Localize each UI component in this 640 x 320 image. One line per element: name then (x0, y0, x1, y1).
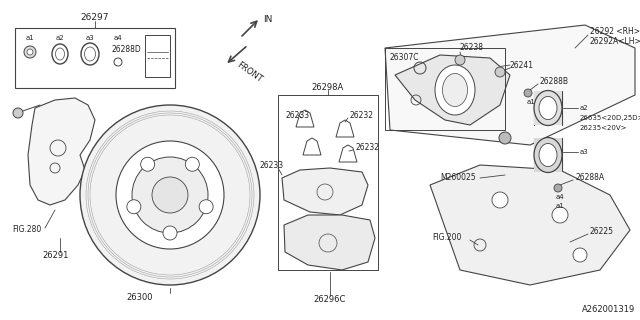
Text: 26288D: 26288D (112, 45, 141, 54)
Circle shape (455, 55, 465, 65)
Text: 26292A<LH>: 26292A<LH> (590, 37, 640, 46)
Circle shape (199, 200, 213, 214)
Polygon shape (284, 215, 375, 270)
Text: a1: a1 (556, 203, 564, 209)
Text: 26233: 26233 (285, 110, 309, 119)
Ellipse shape (534, 91, 562, 125)
Circle shape (524, 89, 532, 97)
Text: 26307C: 26307C (390, 53, 419, 62)
Bar (15, 28, 175, 88)
Circle shape (132, 157, 208, 233)
Text: a1: a1 (527, 99, 536, 105)
Circle shape (27, 49, 33, 55)
Bar (385, 48, 505, 130)
Text: 26225: 26225 (590, 228, 614, 236)
Text: 26241: 26241 (510, 60, 534, 69)
Text: a4: a4 (114, 35, 122, 41)
Text: a3: a3 (86, 35, 94, 41)
Ellipse shape (539, 143, 557, 166)
Text: M260025: M260025 (440, 173, 476, 182)
Text: 26297: 26297 (81, 13, 109, 22)
Polygon shape (282, 168, 368, 215)
Text: 26298A: 26298A (312, 84, 344, 92)
Text: 26296C: 26296C (314, 295, 346, 305)
Polygon shape (28, 98, 95, 205)
Ellipse shape (435, 65, 475, 115)
Bar (534, 138, 562, 172)
Circle shape (495, 67, 505, 77)
Circle shape (13, 108, 23, 118)
Text: a2: a2 (580, 105, 589, 111)
Circle shape (141, 157, 155, 171)
Text: FIG.280: FIG.280 (12, 226, 41, 235)
Text: IN: IN (263, 15, 273, 25)
Text: 26233: 26233 (260, 161, 284, 170)
Polygon shape (385, 25, 635, 145)
Text: 26635<20D,25D>: 26635<20D,25D> (580, 115, 640, 121)
Text: a1: a1 (26, 35, 35, 41)
Ellipse shape (539, 97, 557, 119)
Text: 26232: 26232 (350, 110, 374, 119)
Ellipse shape (84, 47, 95, 61)
Bar (278, 95, 378, 270)
Text: A262001319: A262001319 (582, 305, 635, 314)
Bar (534, 91, 562, 125)
Text: a4: a4 (556, 194, 564, 200)
Circle shape (573, 248, 587, 262)
Text: 26232: 26232 (355, 143, 379, 153)
Circle shape (80, 105, 260, 285)
Text: FIG.200: FIG.200 (432, 234, 461, 243)
Circle shape (552, 207, 568, 223)
Text: 26291: 26291 (42, 251, 68, 260)
Circle shape (163, 226, 177, 240)
Circle shape (554, 184, 562, 192)
Circle shape (492, 192, 508, 208)
Text: a3: a3 (580, 149, 589, 155)
Circle shape (499, 132, 511, 144)
Text: a2: a2 (56, 35, 64, 41)
Circle shape (152, 177, 188, 213)
Circle shape (127, 200, 141, 214)
Bar (145, 35, 170, 77)
Text: 26238: 26238 (460, 44, 484, 52)
Circle shape (116, 141, 224, 249)
Text: 26292 <RH>: 26292 <RH> (590, 28, 640, 36)
Circle shape (24, 46, 36, 58)
Ellipse shape (534, 138, 562, 172)
Polygon shape (430, 165, 630, 285)
Text: 26288B: 26288B (540, 77, 569, 86)
Ellipse shape (56, 48, 65, 60)
Ellipse shape (442, 74, 467, 107)
Polygon shape (395, 55, 510, 125)
Text: 26300: 26300 (127, 293, 153, 302)
Circle shape (186, 157, 199, 171)
Text: 26235<20V>: 26235<20V> (580, 125, 627, 131)
Text: FRONT: FRONT (235, 60, 264, 84)
Text: 26288A: 26288A (575, 173, 604, 182)
